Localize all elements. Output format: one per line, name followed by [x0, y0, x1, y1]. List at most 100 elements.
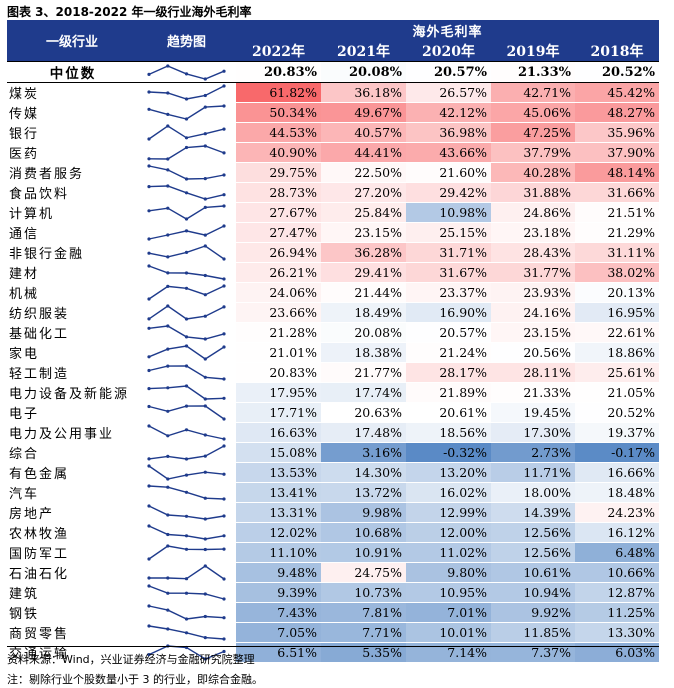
- sparkline-point: [166, 608, 170, 612]
- table-row: 基础化工 21.28% 20.08% 20.57% 23.15% 22.61%: [7, 322, 660, 343]
- margin-value-cell: 37.79%: [491, 142, 575, 163]
- margin-value-cell: 48.27%: [575, 102, 660, 123]
- sparkline-point: [203, 205, 207, 209]
- industry-name: 机械: [7, 282, 137, 303]
- industry-name: 非银行金融: [7, 242, 137, 263]
- industry-name: 银行: [7, 122, 137, 143]
- sparkline-point: [203, 233, 207, 237]
- margin-value-cell: 13.20%: [406, 462, 491, 483]
- sparkline-point: [184, 317, 189, 321]
- margin-value-cell: -0.17%: [575, 442, 660, 463]
- margin-value-cell: 31.66%: [575, 182, 660, 203]
- sparkline-line: [148, 385, 225, 400]
- sparkline-point: [184, 514, 189, 518]
- trend-sparkline-cell: [137, 182, 236, 203]
- trend-sparkline: [147, 464, 226, 481]
- sparkline-point: [222, 514, 226, 518]
- industry-name: 国防军工: [7, 542, 137, 563]
- industry-name: 中位数: [7, 61, 137, 83]
- sparkline-point: [166, 112, 170, 116]
- sparkline-line: [148, 105, 225, 120]
- trend-sparkline: [147, 364, 226, 381]
- margin-value-cell: 18.86%: [575, 342, 660, 363]
- sparkline-point: [203, 76, 207, 81]
- table-row: 银行 44.53% 40.57% 36.98% 47.25% 35.96%: [7, 122, 660, 143]
- industry-name: 传媒: [7, 102, 137, 123]
- margin-value-cell: 20.56%: [491, 342, 575, 363]
- margin-value-cell: 10.95%: [406, 582, 491, 603]
- margin-value-cell: 24.86%: [491, 202, 575, 223]
- margin-value-cell: 27.20%: [321, 182, 406, 203]
- sparkline-line: [148, 425, 225, 440]
- sparkline-point: [203, 293, 207, 297]
- table-row: 国防军工 11.10% 10.91% 11.02% 12.56% 6.48%: [7, 542, 660, 563]
- sparkline-point: [203, 132, 207, 136]
- margin-value-cell: 16.12%: [575, 522, 660, 543]
- trend-sparkline: [147, 404, 226, 421]
- trend-sparkline: [147, 504, 226, 521]
- table-row: 建筑 9.39% 10.73% 10.95% 10.94% 12.87%: [7, 582, 660, 603]
- margin-value-cell: 31.67%: [406, 262, 491, 283]
- table-row: 商贸零售 7.05% 7.71% 10.01% 11.85% 13.30%: [7, 622, 660, 643]
- margin-value-cell: 36.98%: [406, 122, 491, 143]
- industry-name: 农林牧渔: [7, 522, 137, 543]
- margin-value-cell: 2.73%: [491, 442, 575, 463]
- trend-sparkline-cell: [137, 222, 236, 243]
- sparkline-point: [166, 284, 170, 288]
- margin-value-cell: 16.90%: [406, 302, 491, 323]
- margin-value-cell: 7.01%: [406, 602, 491, 623]
- sparkline-point: [222, 377, 226, 381]
- trend-sparkline: [147, 484, 226, 501]
- margin-value-cell: 28.11%: [491, 362, 575, 383]
- trend-sparkline: [147, 264, 226, 281]
- trend-sparkline: [147, 384, 226, 401]
- margin-value-cell: 25.84%: [321, 202, 406, 223]
- source-note: 资料来源：Wind，兴业证券经济与金融研究院整理: [7, 653, 255, 666]
- sparkline-point: [166, 347, 170, 351]
- margin-value-cell: 23.66%: [236, 302, 321, 323]
- margin-value-cell: 10.01%: [406, 622, 491, 643]
- margin-value-cell: 26.57%: [406, 82, 491, 103]
- sparkline-point: [203, 537, 207, 541]
- sparkline-point: [203, 177, 207, 181]
- industry-name: 电子: [7, 402, 137, 423]
- margin-value-cell: 11.10%: [236, 542, 321, 563]
- sparkline-line: [148, 405, 225, 420]
- sparkline-point: [222, 257, 226, 261]
- sparkline-point: [147, 185, 151, 189]
- trend-sparkline-cell: [137, 522, 236, 543]
- sparkline-point: [184, 286, 189, 290]
- sparkline-point: [184, 617, 189, 621]
- margin-value-cell: 61.82%: [236, 82, 321, 103]
- table-bottom-rule: [7, 646, 659, 647]
- sparkline-point: [147, 653, 151, 657]
- margin-value-cell: 31.71%: [406, 242, 491, 263]
- margin-value-cell: 16.63%: [236, 422, 321, 443]
- sparkline-point: [222, 84, 226, 88]
- margin-value-cell: 7.43%: [236, 602, 321, 623]
- sparkline-point: [166, 513, 170, 517]
- margin-value-cell: 49.67%: [321, 102, 406, 123]
- margin-value-cell: 7.81%: [321, 602, 406, 623]
- sparkline-point: [184, 177, 189, 181]
- margin-value-cell: 11.02%: [406, 542, 491, 563]
- sparkline-point: [147, 237, 151, 241]
- sparkline-point: [203, 244, 207, 248]
- trend-sparkline: [147, 204, 226, 221]
- table-row: 交通运输 6.51% 5.35% 7.14% 7.37% 6.03%: [7, 642, 660, 663]
- sparkline-point: [222, 649, 226, 654]
- margin-value-cell: 15.08%: [236, 442, 321, 463]
- industry-name: 电力及公用事业: [7, 422, 137, 443]
- sparkline-point: [166, 271, 170, 275]
- margin-value-cell: 19.45%: [491, 402, 575, 423]
- industry-name: 商贸零售: [7, 622, 137, 643]
- margin-value-cell: 24.23%: [575, 502, 660, 523]
- margin-value-cell: 21.01%: [236, 342, 321, 363]
- margin-value-cell: 16.95%: [575, 302, 660, 323]
- margin-value-cell: 37.90%: [575, 142, 660, 163]
- margin-value-cell: 20.52%: [575, 402, 660, 423]
- margin-value-cell: -0.32%: [406, 442, 491, 463]
- trend-sparkline-cell: [137, 302, 236, 323]
- margin-value-cell: 29.75%: [236, 162, 321, 183]
- sparkline-point: [184, 97, 189, 101]
